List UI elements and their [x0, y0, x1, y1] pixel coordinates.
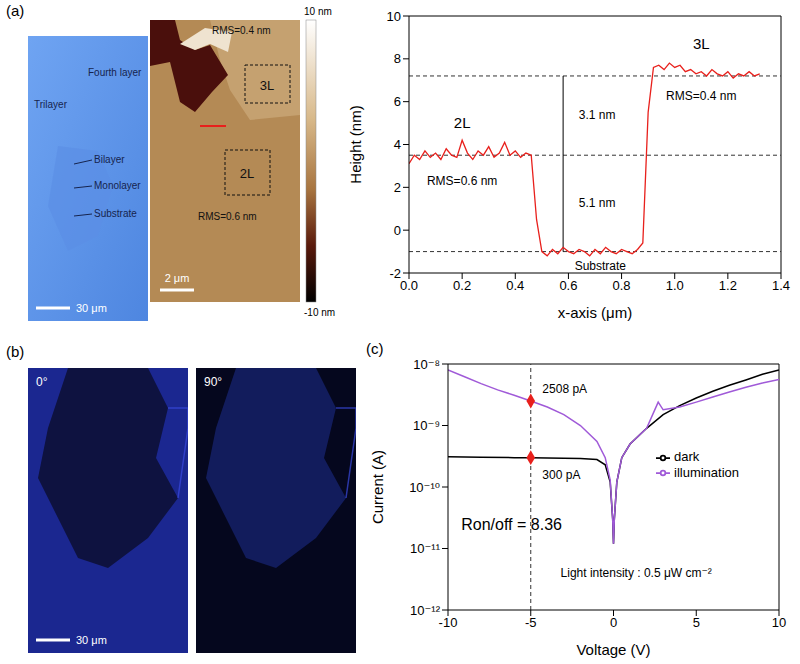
svg-text:10⁻⁹: 10⁻⁹: [413, 418, 440, 433]
svg-text:-10: -10: [439, 615, 458, 630]
svg-text:10⁻¹¹: 10⁻¹¹: [410, 541, 441, 556]
svg-text:30 μm: 30 μm: [76, 302, 107, 314]
svg-text:2L: 2L: [240, 166, 254, 181]
svg-text:RMS=0.6 nm: RMS=0.6 nm: [427, 174, 497, 188]
svg-text:2508 pA: 2508 pA: [542, 382, 587, 396]
svg-text:Fourth layer: Fourth layer: [88, 67, 142, 78]
svg-text:-2: -2: [389, 266, 401, 281]
svg-text:1.4: 1.4: [772, 278, 790, 293]
svg-text:1.0: 1.0: [666, 278, 684, 293]
svg-text:RMS=0.4 nm: RMS=0.4 nm: [666, 89, 736, 103]
svg-text:Ron/off = 8.36: Ron/off = 8.36: [461, 516, 562, 533]
html-text:illumination: illumination: [674, 464, 739, 480]
svg-text:0.8: 0.8: [613, 278, 631, 293]
html-text:(b): (b): [6, 343, 25, 360]
svg-text:Current (A): Current (A): [369, 450, 386, 524]
svg-text:RMS=0.6 nm: RMS=0.6 nm: [198, 211, 257, 222]
html-text:dark: dark: [674, 449, 700, 464]
svg-text:2: 2: [394, 180, 401, 195]
svg-text:-5: -5: [525, 615, 537, 630]
svg-text:30 μm: 30 μm: [76, 634, 107, 646]
svg-text:-10 nm: -10 nm: [304, 307, 335, 318]
svg-text:10⁻⁸: 10⁻⁸: [413, 357, 440, 372]
svg-text:8: 8: [394, 51, 401, 66]
svg-text:300 pA: 300 pA: [542, 468, 580, 482]
svg-text:Bilayer: Bilayer: [94, 154, 125, 165]
svg-text:3.1 nm: 3.1 nm: [579, 108, 616, 122]
svg-text:Voltage (V): Voltage (V): [576, 641, 650, 658]
svg-text:10: 10: [387, 9, 401, 24]
svg-text:Monolayer: Monolayer: [94, 180, 141, 191]
svg-text:0: 0: [394, 223, 401, 238]
svg-text:5: 5: [693, 615, 700, 630]
html-text:(a): (a): [6, 2, 25, 19]
svg-text:0.4: 0.4: [506, 278, 524, 293]
svg-text:0.6: 0.6: [559, 278, 577, 293]
svg-text:6: 6: [394, 94, 401, 109]
svg-text:10⁻¹⁰: 10⁻¹⁰: [409, 480, 440, 495]
svg-text:2 μm: 2 μm: [165, 272, 190, 284]
svg-text:0°: 0°: [36, 375, 48, 389]
svg-text:Trilayer: Trilayer: [34, 99, 68, 110]
svg-text:10⁻¹²: 10⁻¹²: [410, 603, 441, 618]
svg-text:RMS=0.4 nm: RMS=0.4 nm: [212, 25, 271, 36]
svg-text:1.2: 1.2: [719, 278, 737, 293]
svg-text:10: 10: [772, 615, 786, 630]
svg-text:90°: 90°: [204, 375, 222, 389]
html-text:(c): (c): [366, 340, 384, 357]
svg-text:0.0: 0.0: [400, 278, 418, 293]
svg-text:0.2: 0.2: [453, 278, 471, 293]
svg-text:Substrate: Substrate: [575, 259, 627, 273]
svg-text:0: 0: [610, 615, 617, 630]
svg-text:5.1 nm: 5.1 nm: [579, 196, 616, 210]
svg-text:Height (nm): Height (nm): [347, 105, 364, 183]
svg-text:Light intensity : 0.5 μW cm⁻²: Light intensity : 0.5 μW cm⁻²: [561, 566, 712, 580]
svg-text:x-axis (μm): x-axis (μm): [558, 304, 632, 321]
svg-text:3L: 3L: [260, 78, 274, 93]
svg-text:4: 4: [394, 137, 401, 152]
svg-text:Substrate: Substrate: [94, 208, 137, 219]
svg-text:2L: 2L: [454, 114, 471, 131]
svg-text:10 nm: 10 nm: [304, 6, 332, 17]
svg-text:3L: 3L: [693, 35, 710, 52]
